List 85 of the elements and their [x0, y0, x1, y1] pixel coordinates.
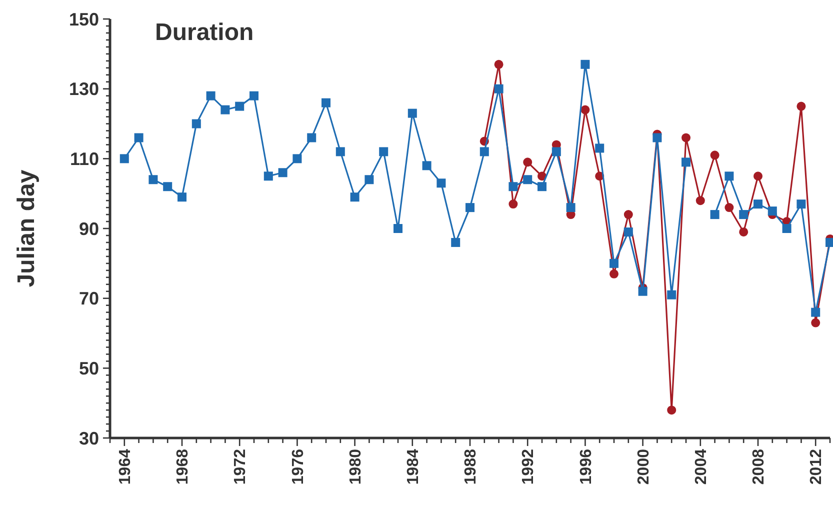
point: [624, 210, 633, 220]
point: [508, 200, 518, 209]
point: [768, 206, 777, 216]
point: [494, 84, 504, 94]
y-tick-label: 110: [70, 148, 99, 169]
point: [739, 210, 748, 220]
point: [580, 60, 590, 69]
point: [494, 60, 504, 69]
point: [250, 91, 258, 100]
x-tick-label: 2000: [635, 448, 652, 485]
point: [580, 105, 590, 114]
point: [552, 147, 561, 156]
x-tick-label: 1972: [232, 448, 250, 485]
point: [408, 108, 417, 118]
x-tick-label: 1980: [347, 448, 364, 485]
point: [336, 147, 345, 156]
point: [178, 192, 186, 202]
point: [350, 192, 360, 202]
point: [235, 102, 244, 111]
point: [811, 308, 820, 317]
point: [322, 98, 330, 108]
point: [710, 210, 720, 220]
point: [739, 227, 748, 236]
y-tick-label: 50: [78, 358, 99, 378]
point: [379, 147, 388, 156]
point: [307, 133, 316, 142]
point: [724, 172, 734, 181]
y-tick-label: 90: [78, 218, 99, 239]
point: [638, 286, 648, 296]
point: [667, 290, 676, 300]
point: [682, 133, 690, 142]
point: [220, 105, 230, 114]
point: [796, 102, 806, 111]
point: [466, 203, 474, 212]
point: [624, 227, 633, 236]
y-tick-label: 70: [78, 288, 99, 309]
point: [667, 406, 676, 415]
point: [710, 150, 720, 160]
point: [811, 318, 820, 328]
x-tick-label: 2012: [808, 448, 826, 485]
x-tick-label: 1968: [174, 448, 192, 485]
point: [422, 161, 432, 170]
x-tick-label: 1992: [520, 448, 538, 485]
point: [652, 133, 662, 142]
point: [364, 175, 374, 184]
point: [264, 172, 273, 181]
x-tick-label: 1996: [578, 448, 595, 485]
x-tick-label: 1976: [290, 448, 307, 485]
point: [682, 158, 690, 167]
y-tick-label: 30: [78, 428, 99, 448]
point: [796, 200, 806, 209]
point: [595, 144, 604, 153]
point: [523, 158, 532, 167]
x-tick-label: 2004: [693, 448, 710, 485]
point: [292, 154, 302, 164]
point: [538, 182, 546, 192]
point: [192, 119, 201, 128]
y-axis-title: Julian day: [13, 169, 40, 288]
x-tick-label: 1984: [405, 448, 422, 485]
x-tick-label: 2008: [750, 448, 768, 485]
point: [480, 147, 489, 156]
x-tick-label: 1988: [462, 448, 480, 485]
point: [436, 178, 446, 188]
point: [508, 182, 518, 192]
point: [394, 224, 402, 233]
y-tick-label: 150: [68, 9, 99, 30]
chart-title: Duration: [155, 19, 254, 46]
point: [278, 168, 288, 178]
x-tick-label: 1964: [117, 448, 134, 485]
point: [782, 224, 792, 233]
point: [724, 203, 734, 212]
point: [754, 200, 762, 209]
point: [566, 203, 576, 212]
point: [523, 175, 532, 184]
point: [120, 154, 129, 164]
point: [610, 258, 618, 268]
y-tick-label: 130: [68, 79, 99, 100]
point: [696, 196, 705, 206]
point: [206, 91, 216, 100]
point: [610, 269, 618, 278]
point: [148, 175, 158, 184]
point: [134, 133, 144, 142]
point: [163, 182, 172, 192]
point: [451, 238, 460, 247]
point: [754, 172, 762, 181]
